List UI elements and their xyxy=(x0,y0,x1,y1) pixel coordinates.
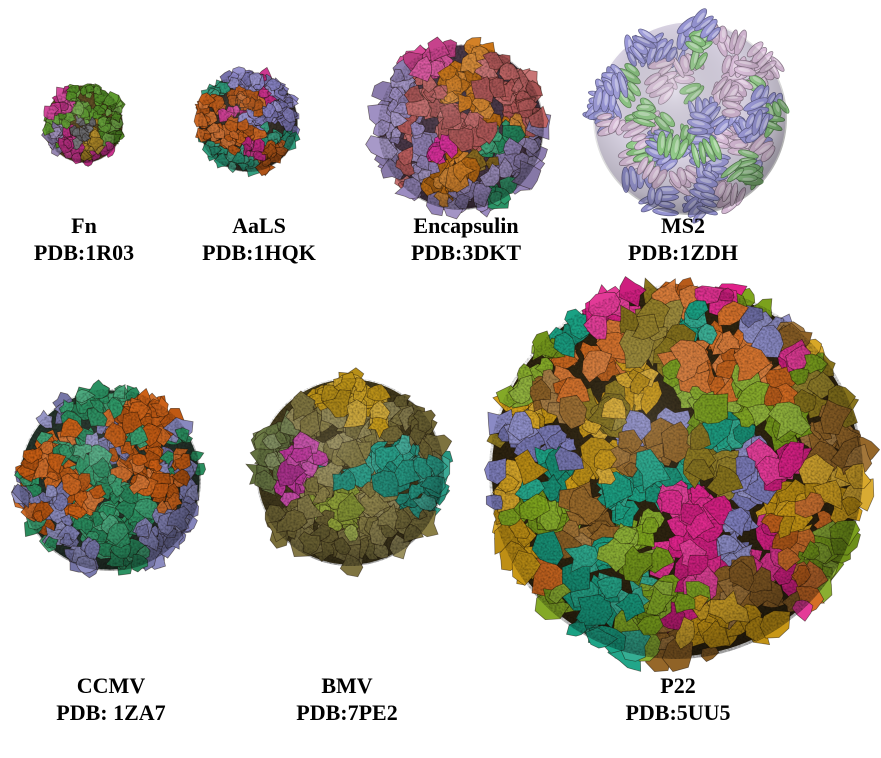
bmv-capsid-rendering xyxy=(245,367,454,578)
aals-caption: AaLS PDB:1HQK xyxy=(139,212,379,266)
structure-name: P22 xyxy=(660,673,696,698)
aals-capsid-rendering xyxy=(193,66,301,178)
structure-name: MS2 xyxy=(661,213,705,238)
structure-pdb-code: PDB:7PE2 xyxy=(296,700,398,725)
structure-pdb-code: PDB:5UU5 xyxy=(625,700,731,725)
p22-capsid-rendering xyxy=(484,275,881,672)
structure-pdb-code: PDB:1HQK xyxy=(202,240,316,265)
encapsulin-caption: Encapsulin PDB:3DKT xyxy=(346,212,586,266)
structure-name: Fn xyxy=(71,213,97,238)
structure-name: Encapsulin xyxy=(413,213,519,238)
structure-name: AaLS xyxy=(232,213,286,238)
structure-name: CCMV xyxy=(76,673,146,698)
structure-pdb-code: PDB:1R03 xyxy=(33,240,135,265)
structure-name: BMV xyxy=(321,673,373,698)
fn-caption: Fn PDB:1R03 xyxy=(0,212,204,266)
ms2-capsid-rendering xyxy=(582,8,790,224)
encapsulin-capsid-rendering xyxy=(365,36,552,220)
ccmv-capsid-rendering xyxy=(10,379,206,579)
structure-pdb-code: PDB:3DKT xyxy=(411,240,521,265)
fn-capsid-rendering xyxy=(41,83,126,167)
ccmv-caption: CCMV PDB: 1ZA7 xyxy=(0,672,231,726)
structure-pdb-code: PDB:1ZDH xyxy=(628,240,738,265)
bmv-caption: BMV PDB:7PE2 xyxy=(227,672,467,726)
p22-caption: P22 PDB:5UU5 xyxy=(558,672,798,726)
structure-pdb-code: PDB: 1ZA7 xyxy=(56,700,166,725)
ms2-caption: MS2 PDB:1ZDH xyxy=(563,212,803,266)
